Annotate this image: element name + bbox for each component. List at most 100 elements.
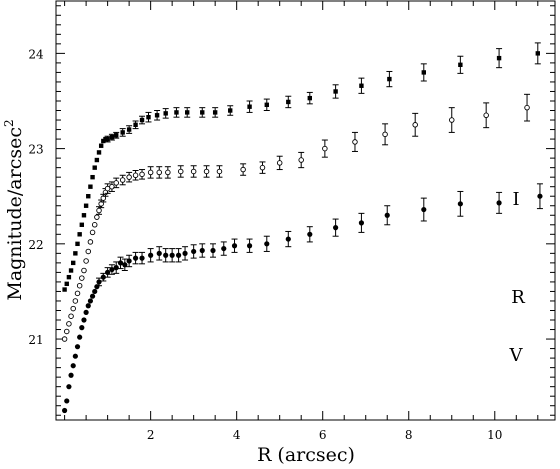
x-tick-label: 8 (405, 428, 413, 442)
data-point (191, 248, 197, 255)
data-point (449, 117, 455, 123)
data-point (286, 99, 291, 105)
data-point (61, 336, 68, 342)
data-point (90, 174, 95, 180)
band-label-r: R (511, 287, 525, 308)
band-label-v: V (509, 345, 524, 366)
data-point (264, 102, 269, 107)
data-point (457, 201, 463, 207)
data-point (298, 157, 304, 163)
x-tick-labels: 2 4 6 8 10 (147, 428, 503, 442)
data-point (62, 407, 68, 414)
data-point (83, 258, 89, 264)
data-point (83, 309, 89, 315)
y-tick-label: 23 (28, 143, 43, 157)
data-point (120, 130, 125, 135)
data-point (212, 110, 218, 115)
data-point (104, 185, 111, 192)
series-v (62, 42, 541, 292)
data-point (333, 225, 339, 231)
data-point (71, 260, 76, 266)
data-point (89, 293, 96, 299)
data-point (109, 134, 115, 140)
data-point (156, 169, 162, 176)
data-point (126, 127, 132, 132)
data-point (203, 168, 210, 175)
data-point (231, 243, 238, 249)
data-point (76, 282, 83, 289)
data-point (91, 222, 98, 228)
data-point (92, 165, 97, 170)
data-point (62, 287, 67, 292)
data-point (113, 265, 119, 271)
data-point (85, 248, 92, 255)
data-point (87, 298, 94, 304)
data-point (77, 334, 83, 340)
data-point (147, 169, 154, 176)
data-point (169, 252, 175, 258)
data-point (307, 95, 313, 101)
data-point (458, 62, 463, 68)
data-point (117, 260, 124, 266)
data-point (146, 114, 151, 120)
data-point (66, 274, 72, 280)
data-point (148, 252, 154, 258)
data-point (421, 206, 427, 213)
data-point (79, 275, 85, 281)
data-point (412, 122, 418, 128)
data-point (174, 110, 179, 115)
data-point (358, 220, 365, 226)
data-point (496, 55, 502, 61)
data-point (421, 70, 426, 75)
data-point (89, 229, 96, 236)
data-point (75, 241, 80, 247)
data-point (98, 143, 104, 148)
data-point (68, 313, 74, 319)
data-point (352, 139, 358, 145)
data-point (79, 325, 85, 331)
data-point (163, 252, 169, 258)
data-point (483, 112, 489, 119)
data-point (109, 266, 115, 273)
data-point (216, 168, 223, 175)
data-point (221, 245, 227, 252)
data-point (154, 113, 160, 118)
data-point (119, 177, 126, 183)
y-axis-label-group: Magnitude/arcsec2 (2, 119, 26, 300)
y-tick-labels: 21 22 23 24 (28, 47, 44, 347)
data-point (182, 250, 188, 256)
data-point (83, 203, 89, 208)
data-point (359, 83, 364, 88)
x-tick-label: 6 (319, 428, 327, 442)
data-point (139, 255, 145, 261)
data-point (175, 252, 182, 258)
data-point (70, 363, 76, 369)
data-point (285, 236, 291, 242)
data-point (190, 168, 197, 175)
data-point (72, 298, 79, 304)
data-point (185, 110, 190, 115)
data-point (333, 89, 338, 94)
x-tick-label: 10 (487, 428, 502, 442)
data-point (94, 214, 100, 220)
x-tick-label: 2 (147, 428, 155, 442)
data-point (64, 281, 69, 287)
data-point (156, 250, 162, 256)
data-point (387, 76, 392, 82)
data-point (240, 166, 246, 173)
data-point (276, 160, 283, 166)
data-point (114, 133, 119, 138)
data-point (94, 157, 100, 163)
data-point (382, 131, 388, 138)
data-point (165, 169, 171, 176)
data-point (322, 145, 328, 152)
data-point (384, 212, 390, 218)
data-point (77, 232, 82, 237)
data-point (139, 117, 145, 123)
data-point (524, 104, 530, 111)
data-point (132, 255, 139, 261)
y-tick-label: 22 (28, 238, 43, 252)
data-point (85, 303, 91, 309)
data-point (199, 247, 205, 254)
